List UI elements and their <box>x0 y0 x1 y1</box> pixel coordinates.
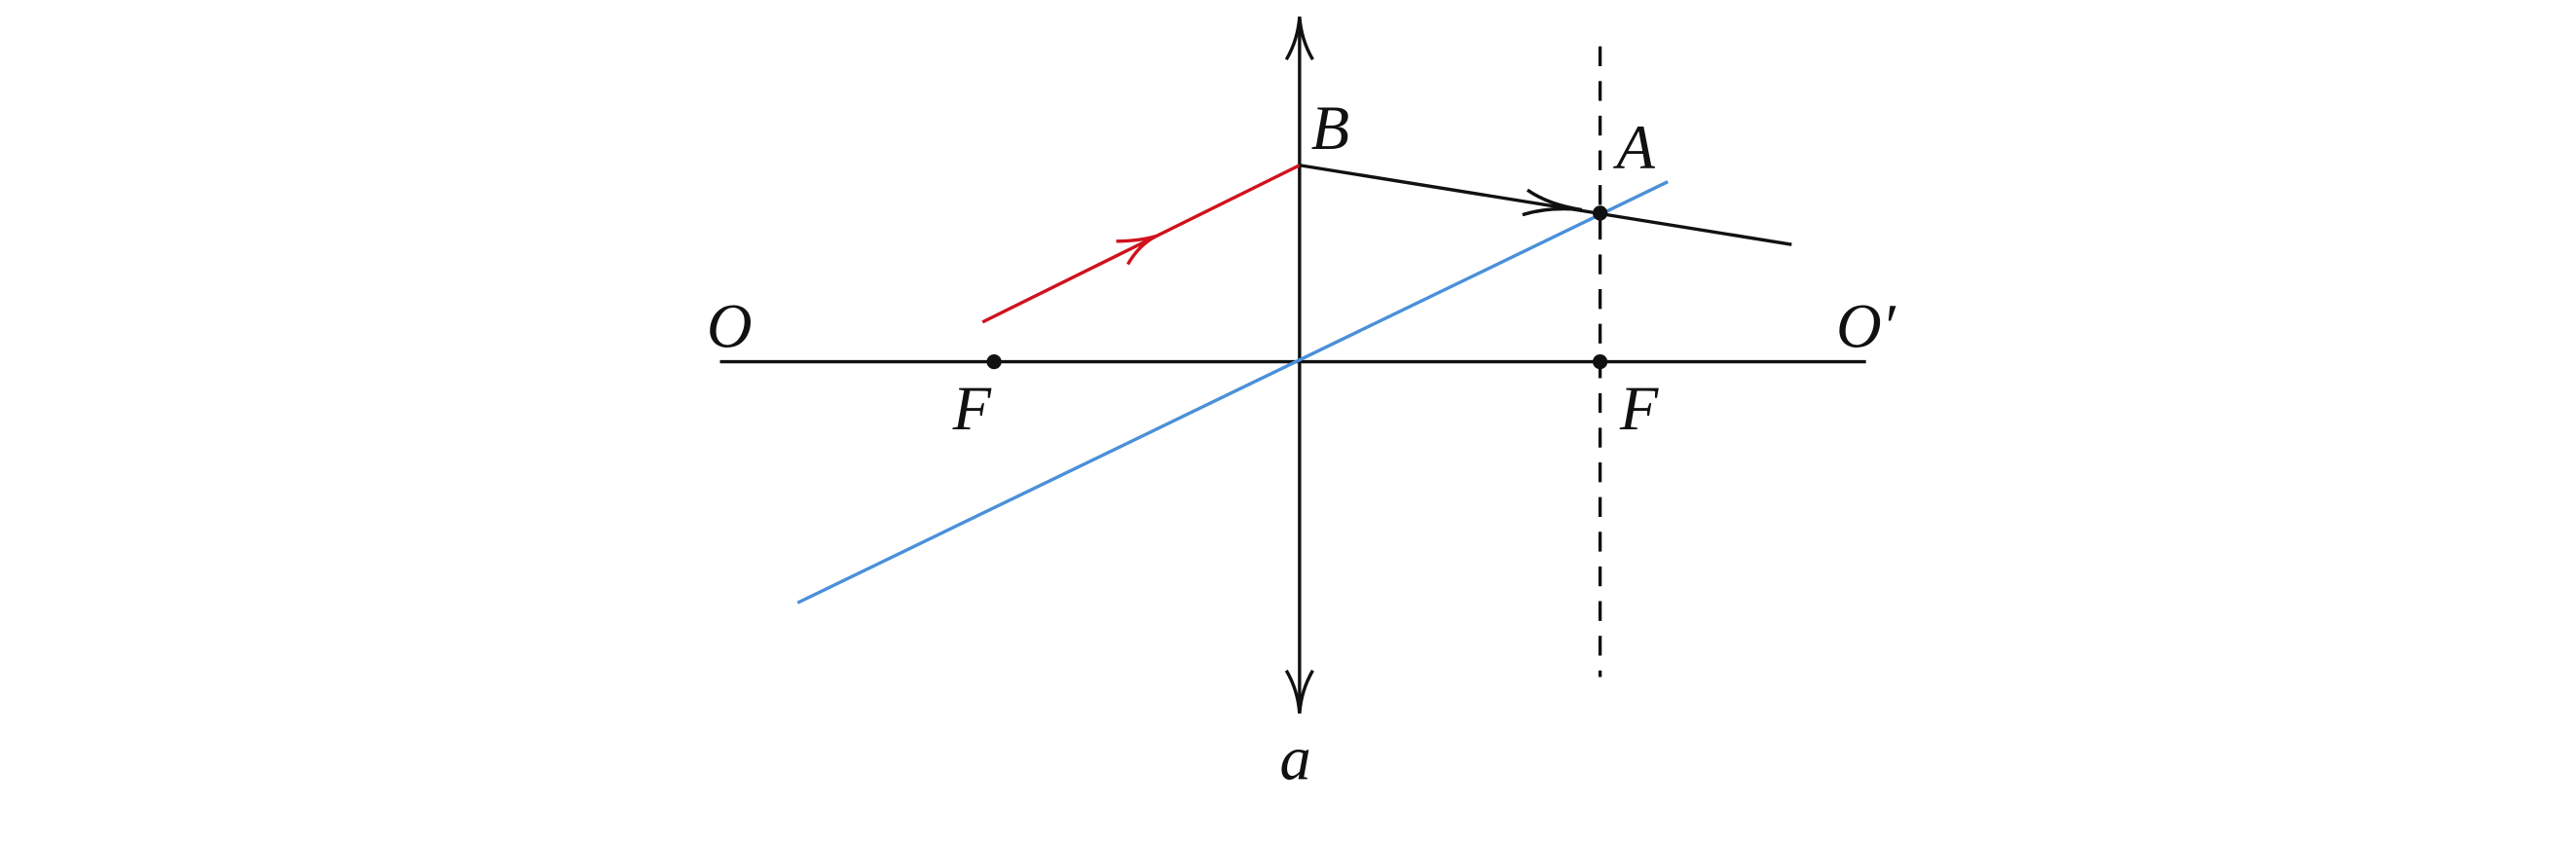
focus-right <box>1592 353 1608 370</box>
focus-left <box>986 353 1002 370</box>
label-b: B <box>1311 93 1349 163</box>
incident-ray-arrow <box>1116 235 1158 266</box>
lens-arrow-top <box>1284 16 1314 61</box>
refracted-ray-arrow <box>1522 188 1583 217</box>
auxiliary-ray <box>796 180 1669 605</box>
label-f: F <box>952 374 992 443</box>
label-o: O <box>707 291 753 360</box>
refracted-ray <box>1299 164 1792 246</box>
label-f: F <box>1619 374 1659 443</box>
point-a <box>1592 205 1608 221</box>
incident-ray <box>981 164 1301 324</box>
label-lens: a <box>1280 724 1311 793</box>
lens-arrow-bottom <box>1284 669 1314 714</box>
label-a: A <box>1613 113 1656 182</box>
label-o-prime: O′ <box>1836 291 1896 360</box>
